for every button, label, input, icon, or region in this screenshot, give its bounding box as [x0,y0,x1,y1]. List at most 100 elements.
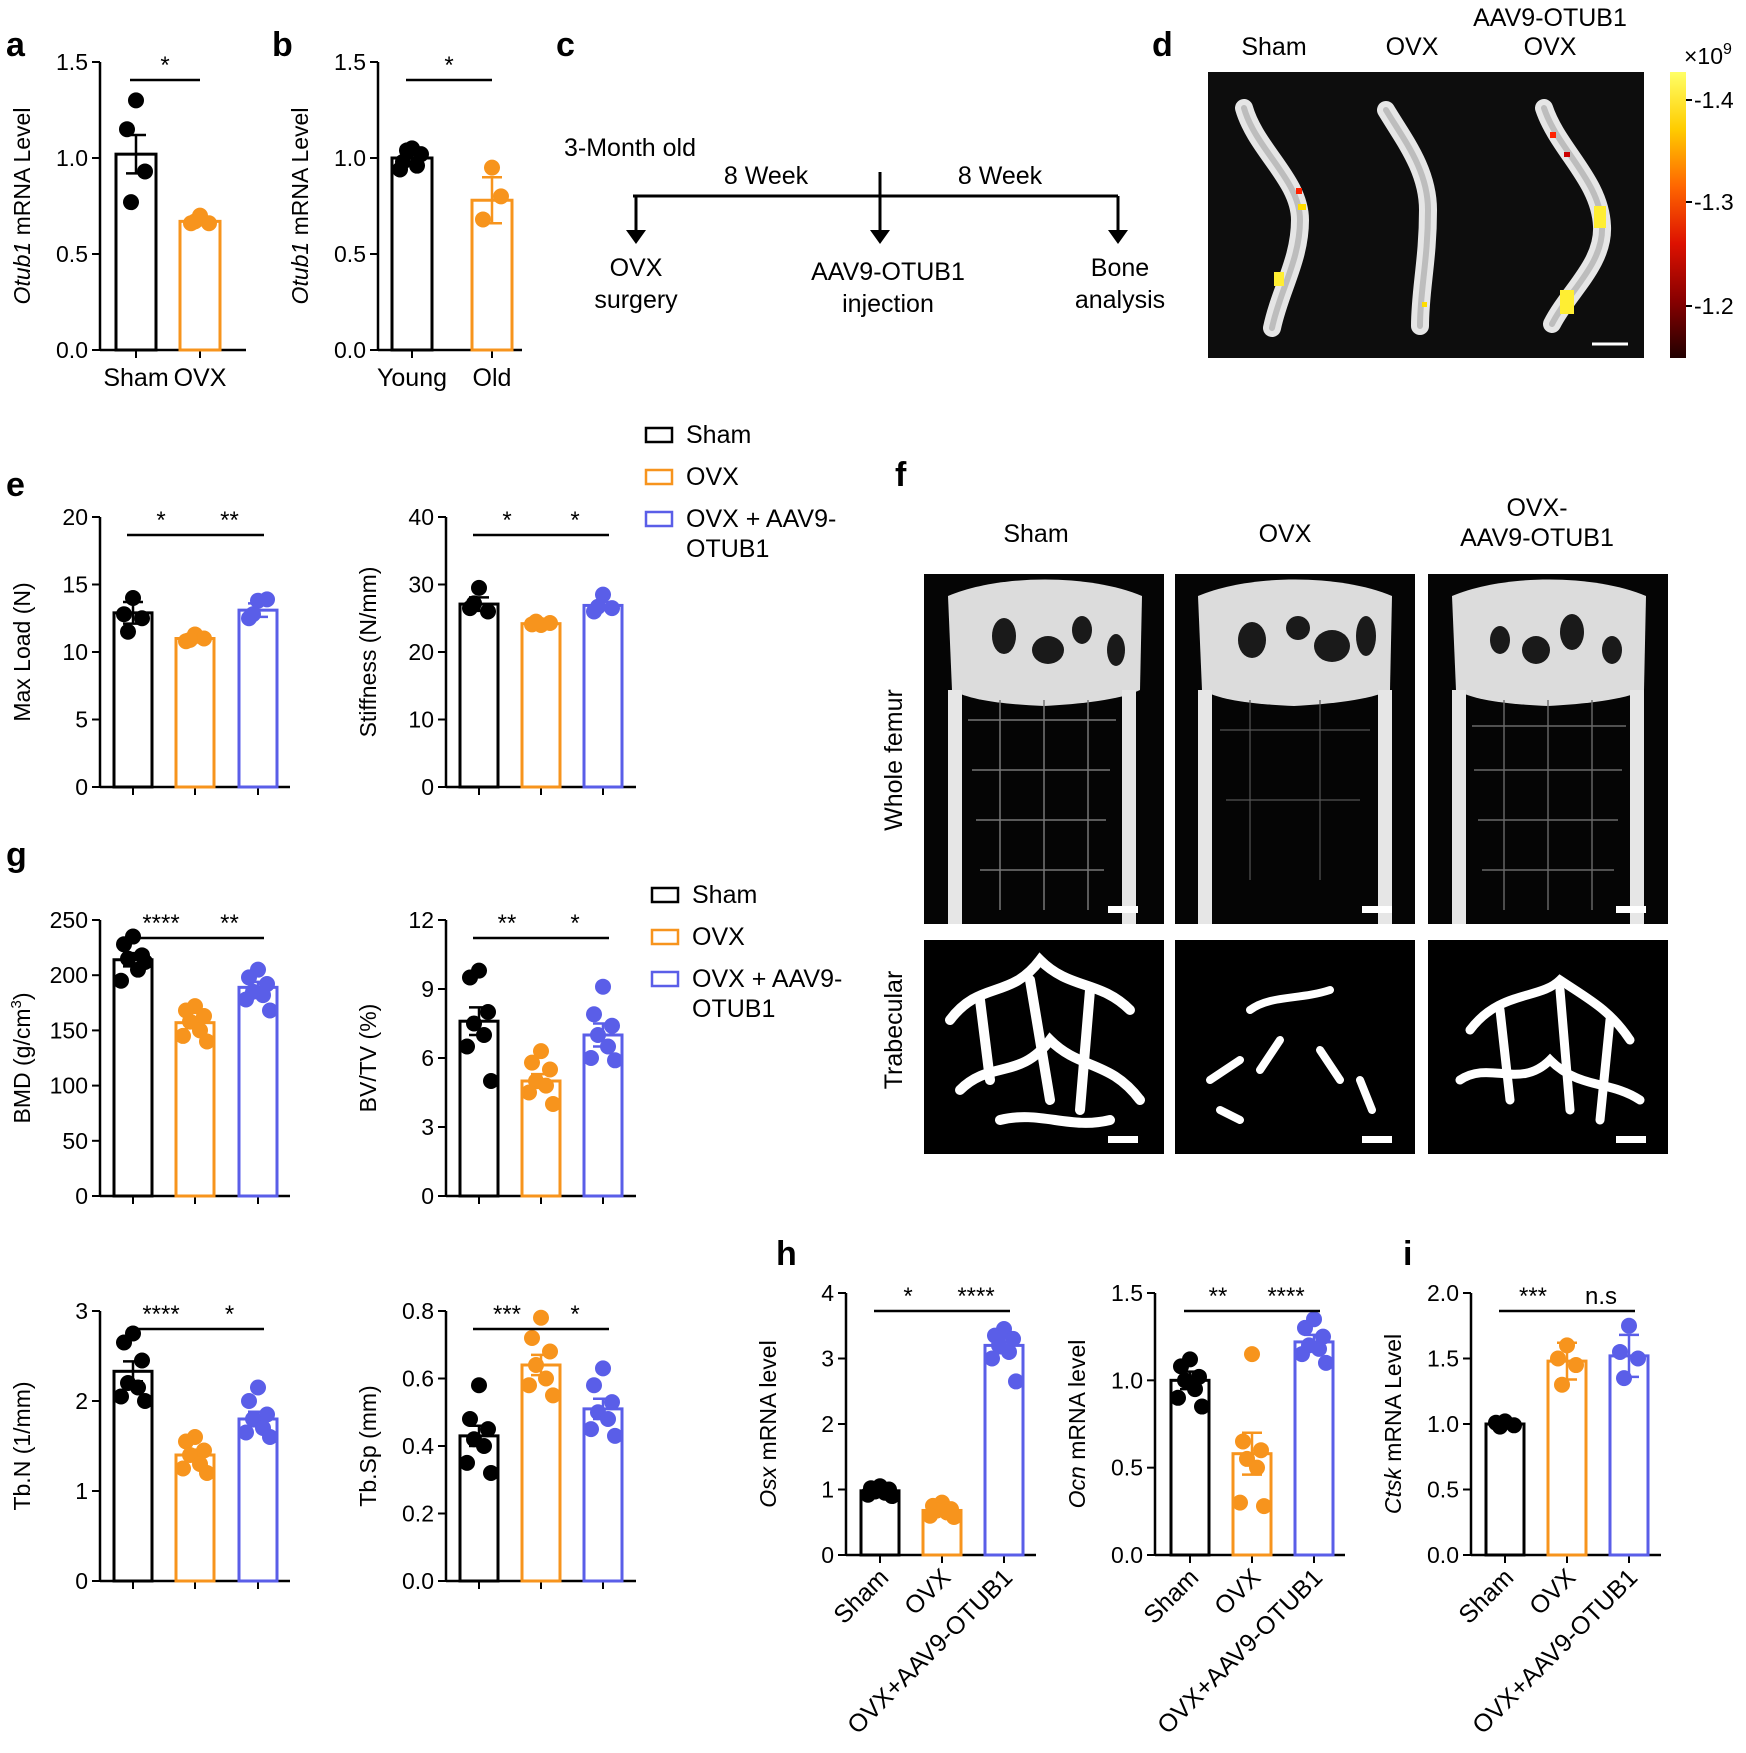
legend-swatch-sham [650,886,680,904]
data-point [137,953,153,970]
data-point [130,1379,146,1396]
significance-label: * [570,507,579,534]
bar [983,1343,1025,1557]
data-point [480,603,496,620]
data-point [533,1043,549,1060]
y-tick-label: 1.5 [334,49,366,75]
chart-g-tbsp: 0.00.20.40.60.8Tb.Sp (mm)*** * [355,1298,636,1594]
data-point [250,1379,266,1396]
data-point [1315,1328,1331,1345]
data-point [1550,1350,1566,1367]
y-tick-label: 0 [75,1183,88,1209]
timeline-step3-line1: Bone [1091,254,1149,282]
data-point [1506,1417,1522,1434]
y-tick-label: 0.0 [334,337,366,363]
data-point [1191,1368,1207,1385]
data-point [586,1006,602,1023]
data-point [471,1377,487,1394]
y-tick-label: 1.0 [1427,1411,1459,1437]
y-axis-label: Max Load (N) [9,582,35,721]
data-point [245,606,261,623]
data-point [1612,1343,1628,1360]
microct-row-label-trabecular: Trabecular [880,971,908,1090]
data-point [262,1002,278,1019]
bar [1546,1359,1588,1557]
legend-label-aav: OVX + AAV9- [686,505,836,533]
significance-label: **** [957,1283,994,1310]
data-point [462,969,478,986]
y-tick-label: 0.5 [334,241,366,267]
data-point [484,159,500,176]
legend-swatch-aav [644,510,674,528]
timeline-arrow-3 [1108,196,1128,244]
significance-label: * [225,1301,234,1328]
category-label: Sham [103,364,168,392]
y-tick-label: 0.6 [402,1366,434,1392]
colorbar [1670,72,1686,358]
microct-trabecular-aav [1428,940,1668,1154]
y-tick-label: 15 [62,572,88,598]
data-point [1630,1350,1646,1367]
data-point [255,987,271,1004]
y-tick-label: 0.2 [402,1501,434,1527]
data-point [607,1052,623,1069]
timeline-arrow-1 [626,196,646,244]
data-point [528,1357,544,1373]
y-tick-label: 100 [50,1073,88,1099]
significance-label: * [156,507,165,534]
significance-label: ** [1209,1283,1228,1310]
y-tick-label: 0.5 [1427,1477,1459,1503]
data-point [480,1421,496,1438]
y-tick-label: 1.0 [56,145,88,171]
y-tick-label: 0.0 [56,337,88,363]
legend-label-sham: Sham [686,421,751,449]
legend-label-aav: OVX + AAV9- [692,965,842,993]
legend-swatch-ovx [644,468,674,486]
imaging-header-aav-line2: OVX [1524,33,1577,61]
panel-label-g: g [6,836,27,874]
y-axis-label: BMD (g/cm3) [8,992,35,1123]
data-point [1256,1498,1272,1515]
data-point [1194,1398,1210,1415]
y-axis-label: Otub1 mRNA Level [287,108,313,305]
data-point [196,1008,212,1025]
data-point [542,1343,558,1360]
data-point [604,1394,620,1411]
data-point [113,972,129,989]
bar [458,602,500,789]
data-point [1554,1376,1570,1393]
data-point [1173,1358,1189,1375]
data-point [884,1488,900,1505]
y-tick-label: 0 [421,774,434,800]
data-point [1008,1373,1024,1390]
bar [237,1417,279,1583]
data-point [1249,1459,1265,1476]
data-point [524,1054,540,1071]
data-point [590,598,606,615]
data-point [1318,1354,1334,1371]
y-tick-label: 0.4 [402,1433,434,1459]
bar [1293,1340,1335,1557]
y-tick-label: 0 [821,1542,834,1568]
timeline-step2-line1: AAV9-OTUB1 [811,258,965,286]
data-point [128,92,144,109]
microct-row-label-whole-femur: Whole femur [880,689,908,831]
y-tick-label: 1 [821,1477,834,1503]
significance-label: ** [220,507,239,534]
timeline-arrow-2 [870,172,890,244]
data-point [583,1421,599,1438]
data-point [922,1507,938,1524]
microct-whole-femur-ovx [1175,574,1415,924]
data-point [392,161,408,178]
data-point [590,1027,606,1043]
significance-label: ** [498,910,517,937]
y-tick-label: 2.0 [1427,1280,1459,1306]
timeline-step3-line2: analysis [1075,286,1165,314]
microct-whole-femur-sham [924,574,1164,924]
bar [178,219,222,352]
data-point [1311,1340,1327,1357]
